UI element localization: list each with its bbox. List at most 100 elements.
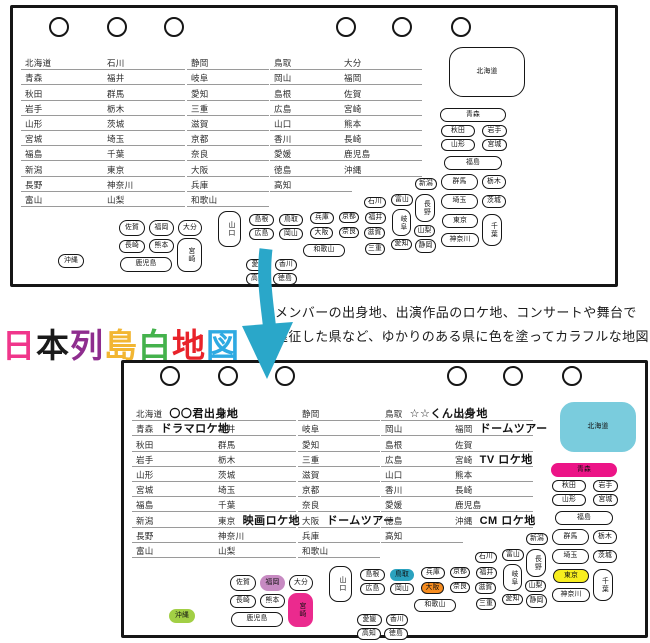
prefecture-cell: 島根 [270,85,352,101]
prefecture-label: 愛媛 [274,149,292,160]
prefecture-label: 富山 [136,545,154,556]
handwritten-annotation: ドームツアー [326,514,395,527]
handwritten-annotation: CM ロケ地 [479,514,536,527]
prefecture-label: 山形 [136,469,154,480]
prefecture-label: 京都 [191,134,209,145]
prefecture-label: 高知 [385,530,403,541]
map-tile-kanagawa: 神奈川 [441,233,479,247]
prefecture-label: 三重 [191,103,209,114]
map-tile-chiba: 千葉 [482,214,502,246]
prefecture-cell: 山口 [381,467,463,482]
map-tile-yamanashi: 山梨 [525,580,546,592]
title-char: 島 [104,327,138,365]
prefecture-cell: 徳島 [381,512,463,528]
binder-hole [49,17,69,37]
prefecture-label: 滋賀 [302,469,320,480]
prefecture-cell: 熊本 [451,467,533,482]
prefecture-label: 兵庫 [191,179,209,190]
prefecture-label: 徳島 [385,515,403,526]
prefecture-label: 宮城 [25,134,43,145]
prefecture-cell: 長崎 [451,482,533,498]
prefecture-cell: 北海道 〇〇君出身地 [132,406,238,422]
prefecture-label: 島根 [385,439,403,450]
binder-hole [164,17,184,37]
handwritten-annotation: ☆☆くん出身地 [409,408,488,421]
prefecture-cell: 徳島 [270,161,352,177]
prefecture-cell: 栃木 [103,101,185,116]
prefecture-label: 岡山 [385,424,403,435]
prefecture-label: 和歌山 [191,194,218,205]
prefecture-label: 山口 [385,469,403,480]
map-tile-fukui: 福井 [365,212,386,224]
prefecture-cell: 石川 [103,55,185,71]
map-tile-kyoto: 京都 [450,567,470,578]
prefecture-cell: 群馬 [214,436,296,452]
prefecture-cell: 新潟 [21,161,103,177]
prefecture-label: 福岡 [344,73,362,84]
prefecture-label: 福岡 [455,424,473,435]
map-tile-aomori: 青森 [440,108,506,122]
prefecture-label: 神奈川 [218,530,245,541]
caption-line-2: 遠征した県など、ゆかりのある県に色を塗ってカラフルな地図に [275,328,650,344]
binder-hole [503,366,523,386]
title-char: 地 [172,327,206,365]
prefecture-cell: 和歌山 [187,192,269,207]
binder-hole [336,17,356,37]
prefecture-label: 静岡 [302,409,320,420]
down-arrow-icon [242,248,293,379]
prefecture-cell: 富山 [21,192,103,207]
map-tile-kagoshima: 鹿児島 [120,257,172,272]
map-tile-nagano: 長野 [415,194,435,222]
map-tile-miyazaki: 宮崎 [288,593,313,627]
prefecture-cell: 宮城 [21,131,103,147]
prefecture-cell: 神奈川 [214,528,296,543]
prefecture-label: 鹿児島 [455,500,482,511]
handwritten-annotation: 〇〇君出身地 [169,408,239,421]
map-tile-oita: 大分 [289,575,313,591]
prefecture-cell: 鳥取 ☆☆くん出身地 [381,406,487,422]
prefecture-label: 沖縄 [455,515,473,526]
prefecture-label: 鹿児島 [344,149,371,160]
prefecture-label: 神奈川 [107,179,134,190]
handwritten-annotation: TV ロケ地 [479,453,533,466]
prefecture-label: 埼玉 [218,485,236,496]
map-tile-saitama: 埼玉 [552,549,589,564]
prefecture-cell: 千葉 [214,497,296,513]
map-tile-osaka: 大阪 [310,227,333,239]
prefecture-label: 茨城 [218,469,236,480]
prefecture-cell: 青森 ドラマロケ地 [132,421,229,437]
map-tile-saga: 佐賀 [119,220,145,236]
prefecture-label: 栃木 [218,454,236,465]
prefecture-label: 東京 [107,164,125,175]
prefecture-cell: 大阪 [187,161,269,177]
prefecture-cell: 東京 映画ロケ地 [214,512,300,528]
prefecture-cell: 広島 [270,101,352,116]
binder-hole [392,17,412,37]
prefecture-cell: 京都 [187,131,269,147]
map-tile-aichi: 愛知 [502,594,523,605]
prefecture-cell: 熊本 [340,116,422,131]
map-tile-shiga: 滋賀 [364,227,385,239]
prefecture-label: 大分 [455,409,473,420]
prefecture-cell: 宮崎 [340,101,422,116]
prefecture-cell: 山形 [132,467,214,482]
prefecture-label: 奈良 [191,149,209,160]
blank-map-sheet: 北海道 青森 秋田 岩手 山形 宮城 福島 新潟 長野 富山 石川 福井 群馬 栃木 茨城 埼玉 千葉 東京 神奈川… [10,5,618,287]
prefecture-cell: 大阪 ドームツアー [298,512,394,528]
map-tile-fukushima: 福島 [555,511,613,525]
map-tile-yamaguchi: 山口 [218,211,241,247]
title-char: 日 [2,327,36,365]
prefecture-label: 広島 [385,454,403,465]
prefecture-label: 新潟 [136,515,154,526]
map-tile-ibaraki: 茨城 [593,550,617,563]
prefecture-cell: 青森 [21,70,103,86]
prefecture-label: 千葉 [107,149,125,160]
prefecture-label: 大阪 [191,164,209,175]
prefecture-cell: 滋賀 [187,116,269,131]
binder-hole [275,366,295,386]
prefecture-label: 徳島 [274,164,292,175]
prefecture-label: 青森 [25,73,43,84]
prefecture-cell: 岩手 [132,452,214,467]
prefecture-label: 石川 [218,409,236,420]
map-tile-nara: 奈良 [450,582,470,593]
